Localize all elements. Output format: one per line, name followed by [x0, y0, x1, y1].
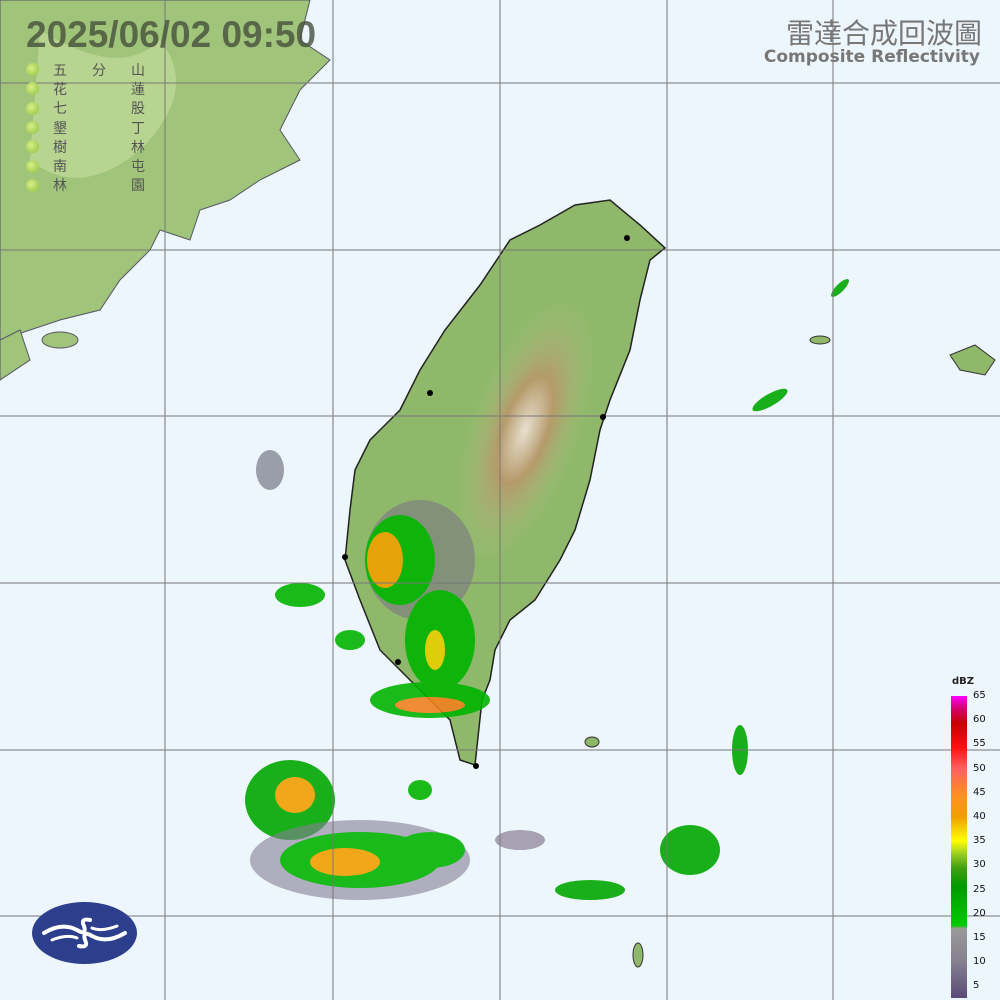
station-char: 屯 [131, 159, 145, 176]
station-dot-icon [26, 101, 39, 115]
station-char: 樹 [53, 139, 67, 156]
station-dot-icon [26, 140, 39, 154]
station-item: 五分山 [26, 60, 145, 79]
station-char: 蓮 [131, 81, 145, 98]
station-dot-icon [26, 82, 39, 96]
station-item: 林園 [26, 176, 145, 195]
station-char: 園 [131, 178, 145, 195]
legend-tick: 60 [973, 714, 986, 726]
station-char: 花 [53, 81, 67, 98]
legend-tick: 15 [973, 932, 986, 943]
cwa-logo [32, 902, 137, 964]
legend-tick: 25 [973, 883, 986, 895]
station-dot-icon [26, 121, 39, 135]
title-en: Composite Reflectivity [763, 47, 980, 67]
station-char: 墾 [53, 120, 67, 137]
radar-station-markers [342, 235, 630, 769]
station-item: 南屯 [26, 156, 145, 175]
station-char: 南 [53, 159, 67, 176]
station-dot-icon [26, 178, 39, 192]
station-item: 花蓮 [26, 79, 145, 98]
station-char: 丁 [131, 120, 145, 137]
dbz-legend: dBZ 65 60 55 50 45 40 35 30 25 20 15 10 5 [948, 676, 986, 998]
legend-tick: 20 [973, 907, 986, 919]
legend-tick: 35 [973, 835, 986, 847]
radar-station-list: 五分山 花蓮 七股 墾丁 樹林 南屯 林園 [26, 60, 145, 195]
title-zh: 雷達合成回波圖 [785, 17, 982, 50]
station-char: 分 [92, 62, 106, 79]
legend-tick: 10 [973, 956, 986, 968]
station-char: 林 [131, 139, 145, 156]
legend-color-bar [951, 696, 967, 998]
station-item: 墾丁 [26, 118, 145, 137]
station-char: 七 [53, 101, 67, 118]
legend-tick: 45 [973, 786, 986, 798]
station-dot-icon [26, 63, 39, 77]
legend-tick: 5 [973, 980, 980, 992]
legend-tick: 65 [973, 690, 986, 701]
legend-tick: 55 [973, 738, 986, 750]
station-item: 樹林 [26, 137, 145, 156]
legend-tick: 50 [973, 762, 986, 774]
legend-tick: 40 [973, 811, 986, 822]
station-item: 七股 [26, 99, 145, 118]
station-char: 林 [53, 178, 67, 195]
station-char: 股 [131, 101, 145, 118]
timestamp: 2025/06/02 09:50 [26, 14, 317, 55]
station-dot-icon [26, 159, 39, 173]
radar-echoes [245, 279, 849, 900]
legend-tick: 30 [973, 859, 986, 871]
legend-unit: dBZ [952, 676, 975, 687]
cloud-wave-logo-icon [42, 917, 127, 949]
station-char: 山 [131, 62, 145, 79]
station-char: 五 [53, 62, 67, 79]
